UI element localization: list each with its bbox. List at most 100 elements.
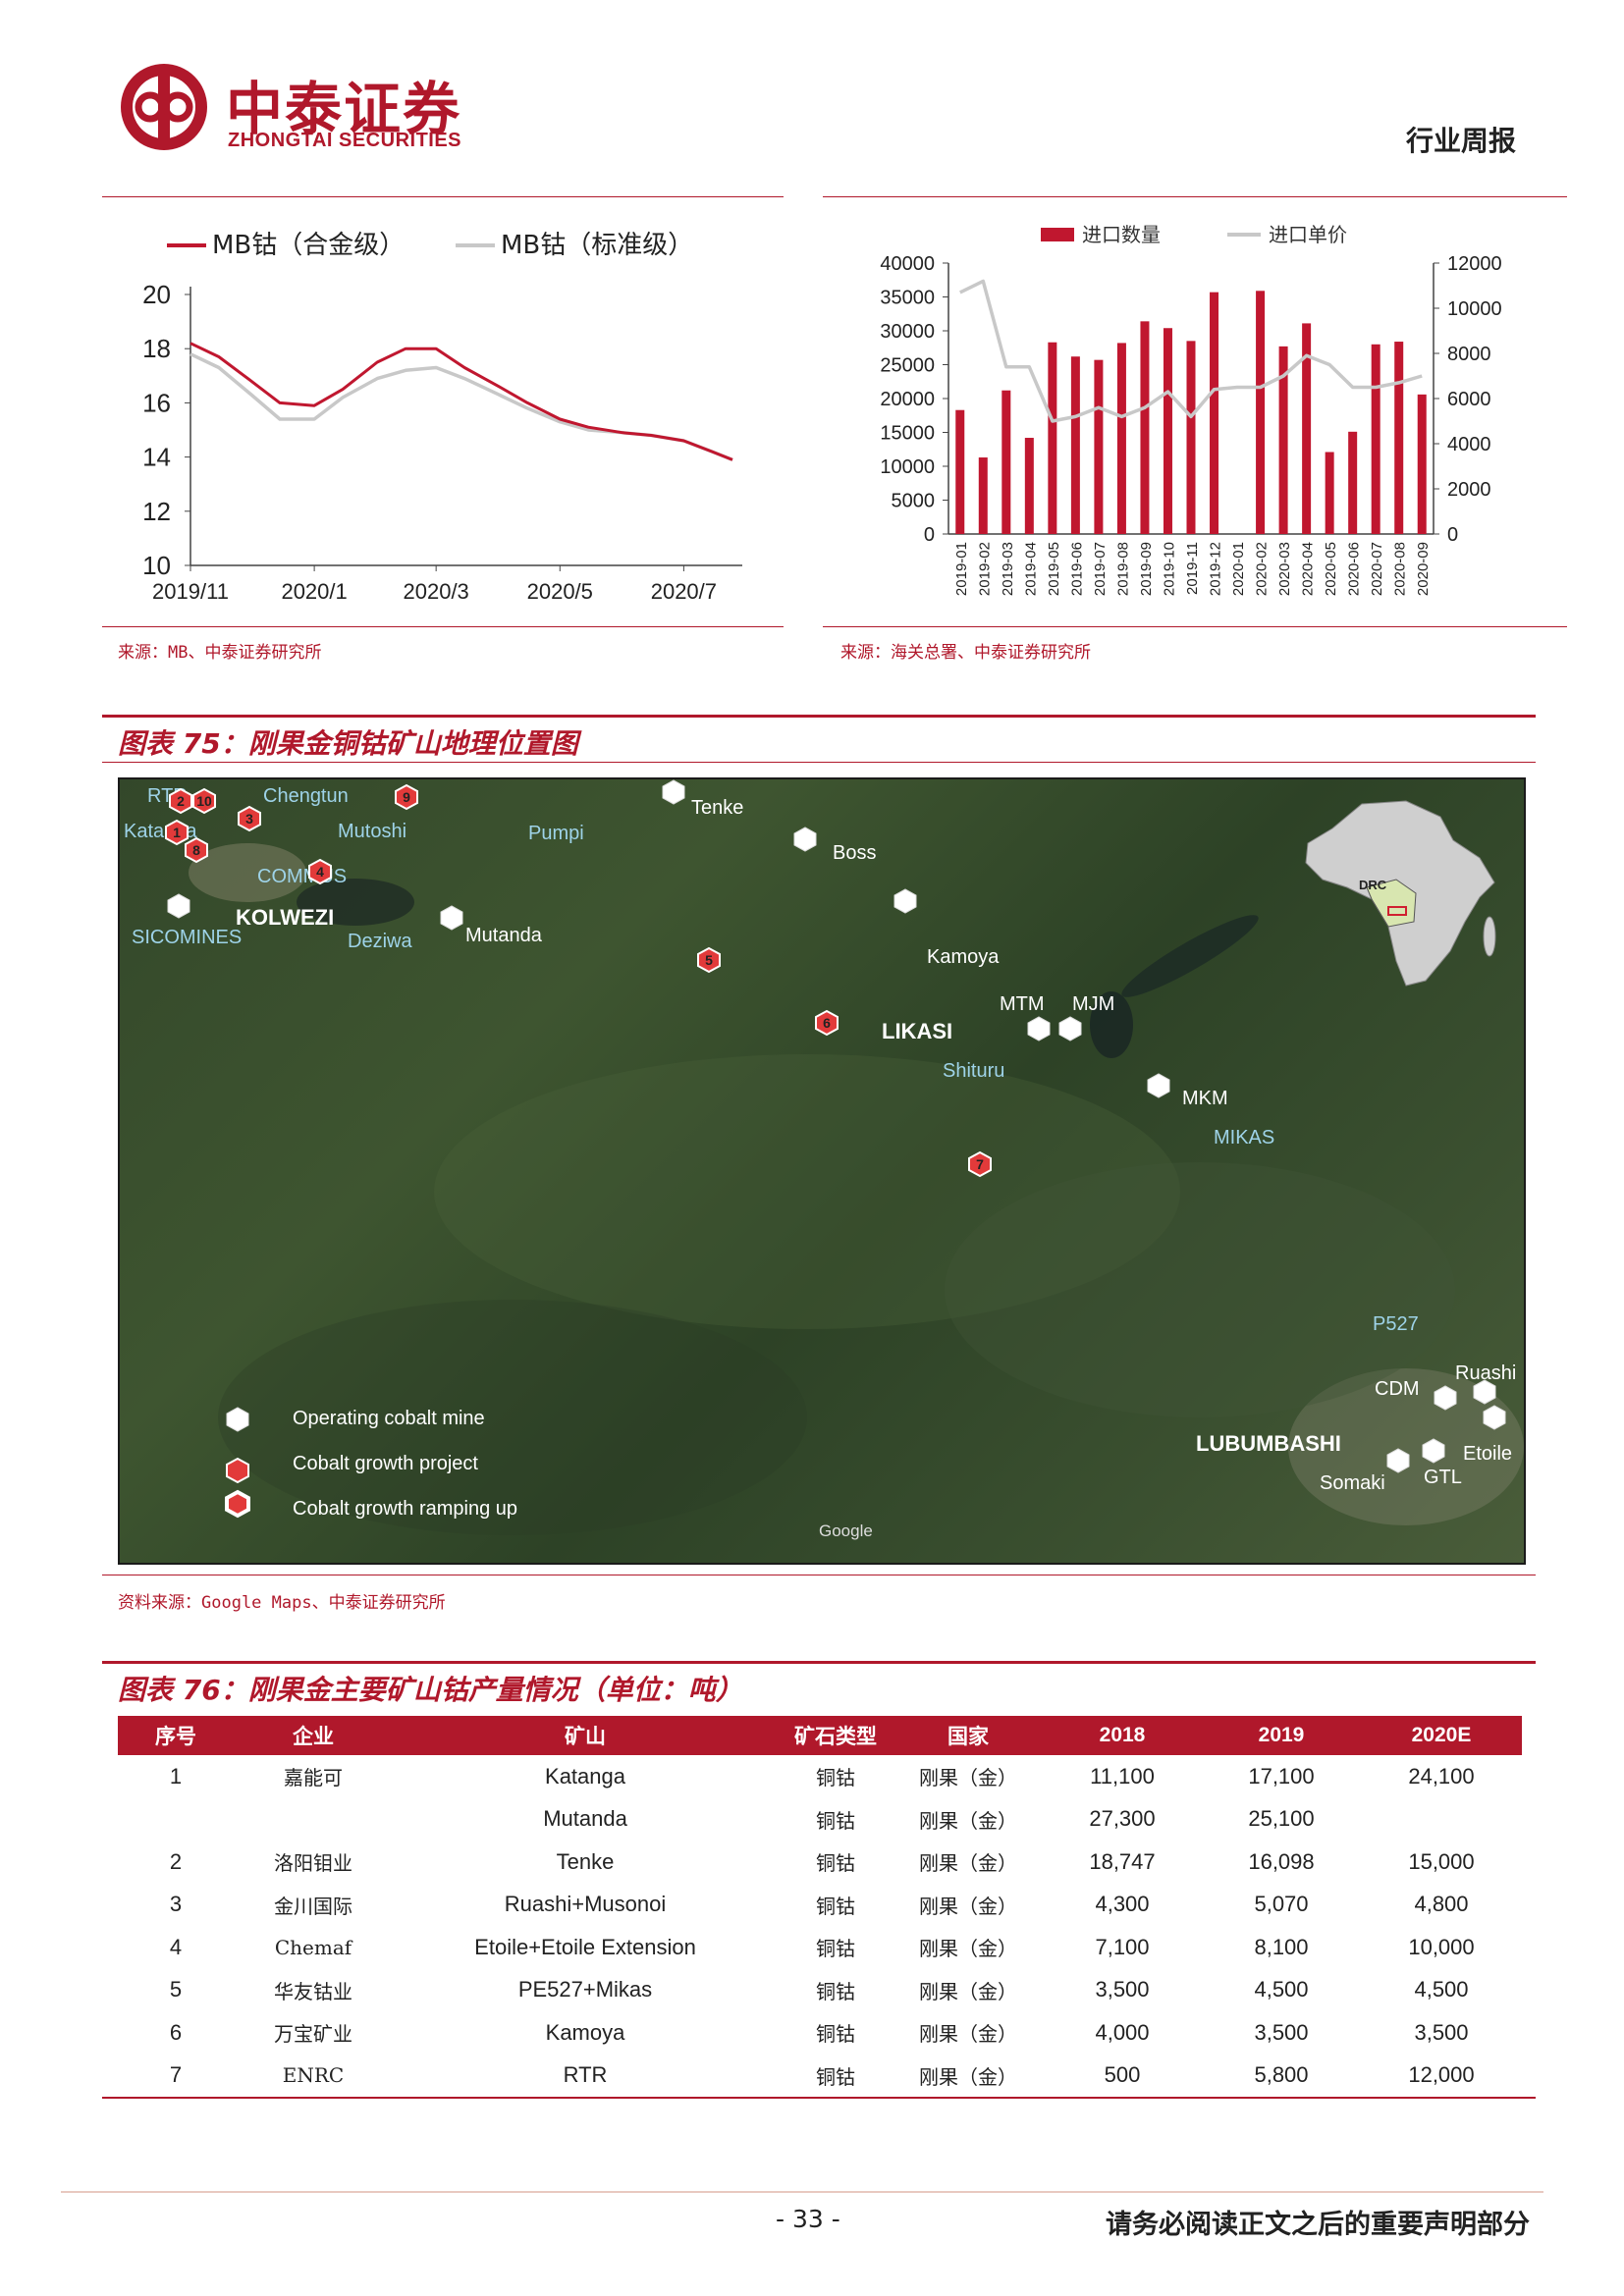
sicomines-marker <box>167 893 190 919</box>
x-tick-label: 2020-04 <box>1300 542 1317 596</box>
africa-inset-map <box>1305 800 1496 987</box>
marker-7-p527 <box>968 1150 992 1178</box>
table-cell: 3,500 <box>1414 2019 1469 2045</box>
kamoya-marker <box>893 888 917 914</box>
pumpi-label: Pumpi <box>528 823 584 844</box>
table-cell: 5,070 <box>1254 1892 1309 1917</box>
sicomines-label: SICOMINES <box>132 927 243 948</box>
table-row: 2 洛阳钼业 Tenke 铜钴 刚果（金） 18,747 16,098 15,000 <box>118 1841 1522 1884</box>
x-tick-label: 2019-06 <box>1068 542 1085 596</box>
x-tick-label: 2019-07 <box>1092 542 1109 596</box>
table-cell: 刚果（金） <box>919 1894 1017 1918</box>
deziwa-label: Deziwa <box>348 931 412 952</box>
legend-operating-label: Operating cobalt mine <box>293 1408 485 1429</box>
table-cell <box>118 1798 234 1842</box>
legend-growth-label: Cobalt growth project <box>293 1453 478 1474</box>
right-chart-top-rule <box>823 196 1567 197</box>
x-tick-label: 2020-07 <box>1369 542 1385 596</box>
table-cell: 24,100 <box>1408 1763 1475 1789</box>
table-cell: Mutanda <box>543 1806 627 1832</box>
cdm-marker <box>1434 1385 1457 1411</box>
lubumbashi-label: LUBUMBASHI <box>1196 1431 1341 1456</box>
mtm-marker <box>1027 1016 1051 1041</box>
marker-9-pumpi <box>395 783 418 811</box>
table-cell <box>234 1798 393 1842</box>
table-cell: 4,500 <box>1254 1977 1309 2002</box>
marker-num-7: 7 <box>976 1156 984 1172</box>
y-tick-label-right: 8000 <box>1447 344 1491 365</box>
x-tick-label: 2020-05 <box>1323 542 1339 596</box>
table-cell: 铜钴 <box>816 2064 855 2089</box>
col-header-2018: 2018 <box>1043 1716 1202 1755</box>
table-cell: 3,500 <box>1254 2019 1309 2045</box>
legend-label-bar: 进口数量 <box>1082 223 1161 246</box>
fig75-source: 资料来源：Google Maps、中泰证券研究所 <box>118 1593 446 1613</box>
table-cell: 万宝矿业 <box>274 2022 352 2047</box>
table-cell: Ruashi+Musonoi <box>504 1892 667 1917</box>
marker-num-3: 3 <box>245 811 253 827</box>
y-tick-label-right: 10000 <box>1447 298 1502 320</box>
table-cell: 7 <box>169 2062 183 2088</box>
boss-label: Boss <box>833 842 877 864</box>
bar-2020-02 <box>1256 291 1266 534</box>
etoile-marker <box>1422 1438 1445 1464</box>
ruashi-marker-a <box>1473 1379 1496 1405</box>
legend-rampup-marker <box>225 1489 250 1519</box>
table-cell: 铜钴 <box>816 1766 855 1790</box>
x-tick-label: 2020-06 <box>1346 542 1363 596</box>
drc-mine-map: DRC KOLWEZI LIKASI LUBUMBASHI Google RTR… <box>118 777 1526 1565</box>
bar-2020-03 <box>1278 346 1288 534</box>
marker-5-shituru <box>697 946 721 974</box>
table-cell: RTR <box>563 2062 608 2088</box>
y-tick-label-right: 12000 <box>1447 253 1502 275</box>
table-cell: 17,100 <box>1248 1763 1315 1789</box>
legend-label: MB钴（合金级） <box>212 231 405 260</box>
table-cell: 刚果（金） <box>919 1766 1017 1790</box>
table-cell: 铜钴 <box>816 1851 855 1876</box>
table-cell: 1 <box>169 1763 183 1789</box>
marker-num-1: 1 <box>173 825 181 840</box>
table-cell: 4,000 <box>1095 2019 1150 2045</box>
x-tick-label: 2019-01 <box>953 542 970 596</box>
x-tick-label: 2020-03 <box>1276 542 1293 596</box>
table-cell <box>1361 1798 1522 1842</box>
y-tick-label-left: 15000 <box>880 423 935 445</box>
marker-num-4: 4 <box>316 864 324 880</box>
y-tick-label-left: 35000 <box>880 288 935 309</box>
table-cell: 11,100 <box>1090 1763 1155 1789</box>
y-tick-label-left: 30000 <box>880 321 935 343</box>
bar-2020-04 <box>1302 323 1312 534</box>
table-cell: 7,100 <box>1095 1934 1150 1959</box>
x-tick-label: 2019-08 <box>1114 542 1131 596</box>
table-row: 5 华友钴业 PE527+Mikas 铜钴 刚果（金） 3,500 4,500 4,500 <box>118 1969 1522 2012</box>
tenke-marker <box>662 779 685 805</box>
somaki-marker <box>1386 1448 1410 1473</box>
fig76-top-rule <box>102 1661 1536 1664</box>
shituru-label: Shituru <box>943 1060 1005 1082</box>
y-tick-label: 12 <box>142 497 171 526</box>
bar-2020-09 <box>1417 394 1427 534</box>
legend-rampup-label: Cobalt growth ramping up <box>293 1498 518 1520</box>
mutanda-label: Mutanda <box>465 925 542 946</box>
footer-rule <box>61 2191 1543 2193</box>
gtl-label: GTL <box>1424 1467 1462 1488</box>
cdm-label: CDM <box>1375 1378 1420 1400</box>
right-chart-bottom-rule <box>823 626 1567 627</box>
y-tick-label-right: 0 <box>1447 524 1458 546</box>
company-logo <box>121 64 207 150</box>
mtm-label: MTM <box>1000 993 1045 1015</box>
y-tick-label: 16 <box>142 388 171 417</box>
table-cell: 嘉能可 <box>284 1766 343 1790</box>
bar-2019-12 <box>1210 292 1219 534</box>
x-tick-label: 2019-02 <box>976 542 993 596</box>
table-cell: 500 <box>1104 2062 1141 2088</box>
table-cell: 刚果（金） <box>919 1808 1017 1833</box>
table-cell: Kamoya <box>545 2019 625 2045</box>
table-cell: 铜钴 <box>816 1808 855 1833</box>
mkm-label: MKM <box>1182 1088 1228 1109</box>
marker-num-10: 10 <box>196 793 212 809</box>
table-cell: 刚果（金） <box>919 2022 1017 2047</box>
brand-name-cn: 中泰证券 <box>226 76 462 142</box>
table-row: 6 万宝矿业 Kamoya 铜钴 刚果（金） 4,000 3,500 3,500 <box>118 2011 1522 2055</box>
legend-swatch-bar <box>1041 228 1074 241</box>
